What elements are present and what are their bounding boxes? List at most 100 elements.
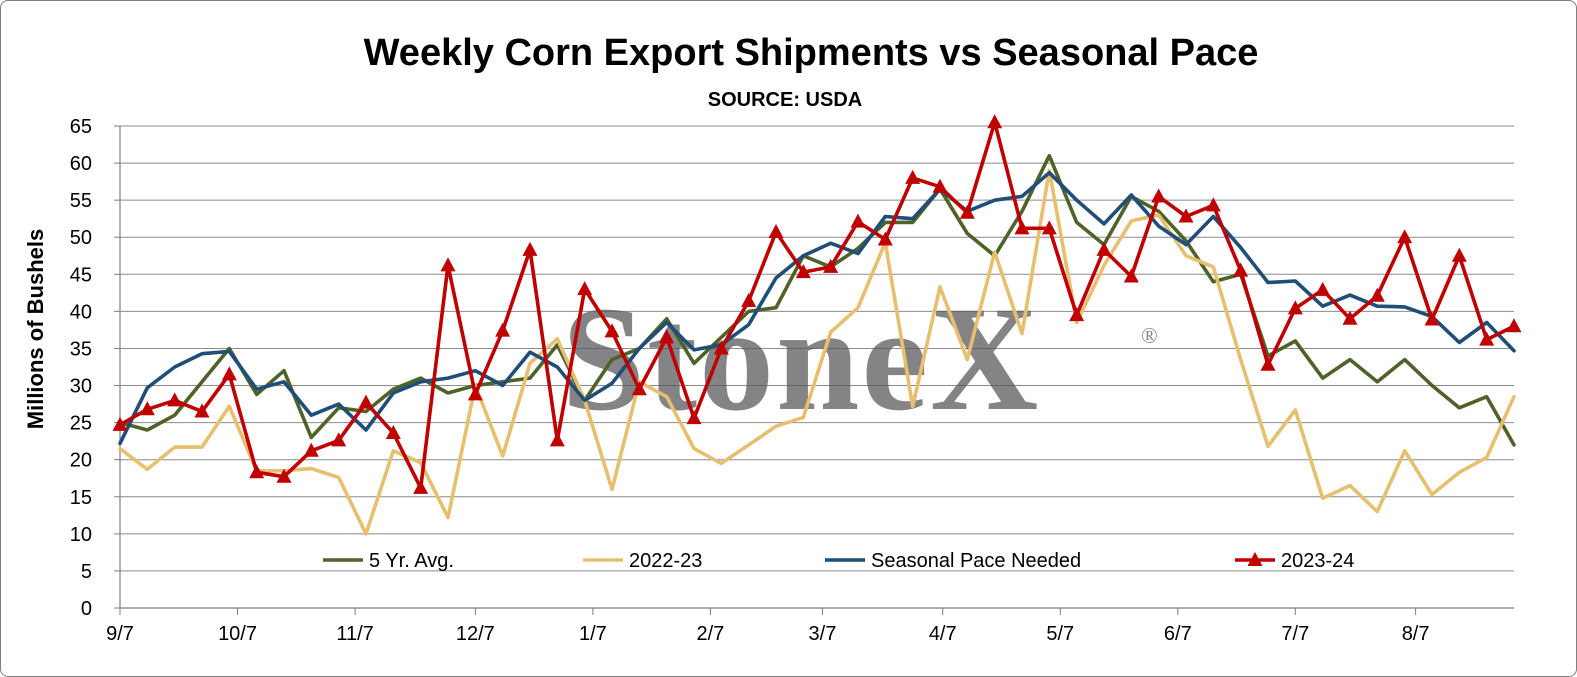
y-tick-label: 0 <box>81 598 92 620</box>
x-tick-labels: 9/7 10/7 11/7 12/7 1/7 2/7 3/7 4/7 5/7 6/7 7/7 8/7 <box>106 623 1429 645</box>
y-tick-label: 10 <box>70 524 92 546</box>
legend-label: 2022-23 <box>629 550 702 572</box>
data-point-2023-24 <box>1451 247 1467 262</box>
data-point-2023-24 <box>221 366 237 381</box>
data-point-2023-24 <box>495 322 511 337</box>
x-tick-label: 8/7 <box>1402 623 1430 645</box>
legend-item-2022-23: 2022-23 <box>583 550 702 572</box>
x-tick-label: 5/7 <box>1046 623 1074 645</box>
data-point-2023-24 <box>249 464 265 479</box>
data-point-2023-24 <box>303 442 319 457</box>
y-tick-label: 25 <box>70 413 92 435</box>
data-point-2023-24 <box>1205 197 1221 212</box>
series-lines <box>112 114 1522 536</box>
data-point-2023-24 <box>877 231 893 246</box>
series-2023-24 <box>112 114 1522 494</box>
y-tick-label: 5 <box>81 561 92 583</box>
data-point-2023-24 <box>1287 300 1303 315</box>
data-point-2023-24 <box>331 432 347 447</box>
y-tick-label: 35 <box>70 338 92 360</box>
series-seasonal-pace-needed <box>118 170 1516 446</box>
x-tick-label: 1/7 <box>579 623 607 645</box>
data-point-2023-24 <box>741 293 757 308</box>
data-point-2023-24 <box>1397 229 1413 244</box>
data-point-2023-24 <box>1178 208 1194 223</box>
data-point-2023-24 <box>139 401 155 416</box>
series-line-2022-23 <box>118 168 1516 536</box>
data-point-2023-24 <box>1041 220 1057 235</box>
data-point-2023-24 <box>768 224 784 239</box>
data-point-2023-24 <box>1342 310 1358 325</box>
data-point-2023-24 <box>686 410 702 425</box>
data-point-2023-24 <box>112 416 128 431</box>
data-point-2023-24 <box>522 241 538 256</box>
data-point-2023-24 <box>1260 356 1276 371</box>
data-point-2023-24 <box>385 424 401 439</box>
data-point-2023-24 <box>194 403 210 418</box>
data-point-2023-24 <box>1096 241 1112 256</box>
watermark-registered-mark: ® <box>1141 323 1158 348</box>
x-tick-label: 9/7 <box>106 623 134 645</box>
legend: 5 Yr. Avg. 2022-23 Seasonal Pace Needed 202… <box>323 550 1354 572</box>
series-line-seasonal-pace-needed <box>118 170 1516 446</box>
y-tick-label: 65 <box>70 116 92 138</box>
x-tick-label: 12/7 <box>456 623 495 645</box>
data-point-2023-24 <box>413 479 429 494</box>
data-point-2023-24 <box>1069 307 1085 322</box>
y-tick-label: 55 <box>70 190 92 212</box>
legend-label: Seasonal Pace Needed <box>871 550 1081 572</box>
legend-marker <box>1247 552 1263 566</box>
data-point-2023-24 <box>358 394 374 409</box>
y-tick-label: 50 <box>70 227 92 249</box>
data-point-2023-24 <box>823 258 839 273</box>
data-point-2023-24 <box>1315 281 1331 296</box>
series-line-2023-24 <box>118 120 1516 490</box>
y-tick-label: 45 <box>70 264 92 286</box>
y-tick-label: 20 <box>70 450 92 472</box>
legend-label: 2023-24 <box>1281 550 1354 572</box>
x-tick-label: 2/7 <box>696 623 724 645</box>
chart-title: Weekly Corn Export Shipments vs Seasonal… <box>364 32 1259 74</box>
data-point-2023-24 <box>1233 262 1249 277</box>
series-line-5-yr-avg <box>118 153 1516 447</box>
data-point-2023-24 <box>713 340 729 355</box>
data-point-2023-24 <box>276 468 292 483</box>
data-point-2023-24 <box>1123 268 1139 283</box>
axes <box>114 125 1514 615</box>
series-5-yr-avg <box>118 153 1516 447</box>
legend-item-seasonal-pace-needed: Seasonal Pace Needed <box>825 550 1081 572</box>
y-tick-label: 60 <box>70 153 92 175</box>
y-tick-label: 30 <box>70 376 92 398</box>
data-point-2023-24 <box>1506 318 1522 333</box>
data-point-2023-24 <box>905 169 921 184</box>
gridlines <box>120 125 1514 572</box>
data-point-2023-24 <box>604 323 620 338</box>
series-2022-23 <box>118 168 1516 536</box>
data-point-2023-24 <box>932 178 948 193</box>
y-tick-label: 15 <box>70 487 92 509</box>
data-point-2023-24 <box>659 329 675 344</box>
data-point-2023-24 <box>959 204 975 219</box>
x-tick-label: 11/7 <box>336 623 373 645</box>
data-point-2023-24 <box>1479 331 1495 346</box>
watermark-logo-text: StoneX <box>562 276 1041 442</box>
data-point-2023-24 <box>549 432 565 447</box>
data-point-2023-24 <box>987 114 1003 129</box>
data-point-2023-24 <box>795 264 811 279</box>
data-point-2023-24 <box>1424 311 1440 326</box>
legend-label: 5 Yr. Avg. <box>369 550 454 572</box>
data-point-2023-24 <box>577 281 593 296</box>
x-tick-label: 7/7 <box>1281 623 1309 645</box>
data-point-2023-24 <box>850 213 866 228</box>
data-point-2023-24 <box>467 386 483 401</box>
x-tick-label: 6/7 <box>1164 623 1192 645</box>
data-point-2023-24 <box>440 257 456 272</box>
y-tick-label: 40 <box>70 301 92 323</box>
x-tick-label: 4/7 <box>929 623 957 645</box>
data-point-2023-24 <box>631 381 647 396</box>
y-axis-label: Millions of Bushels <box>23 229 48 429</box>
chart-subtitle: SOURCE: USDA <box>708 89 862 111</box>
x-tick-label: 10/7 <box>218 623 257 645</box>
